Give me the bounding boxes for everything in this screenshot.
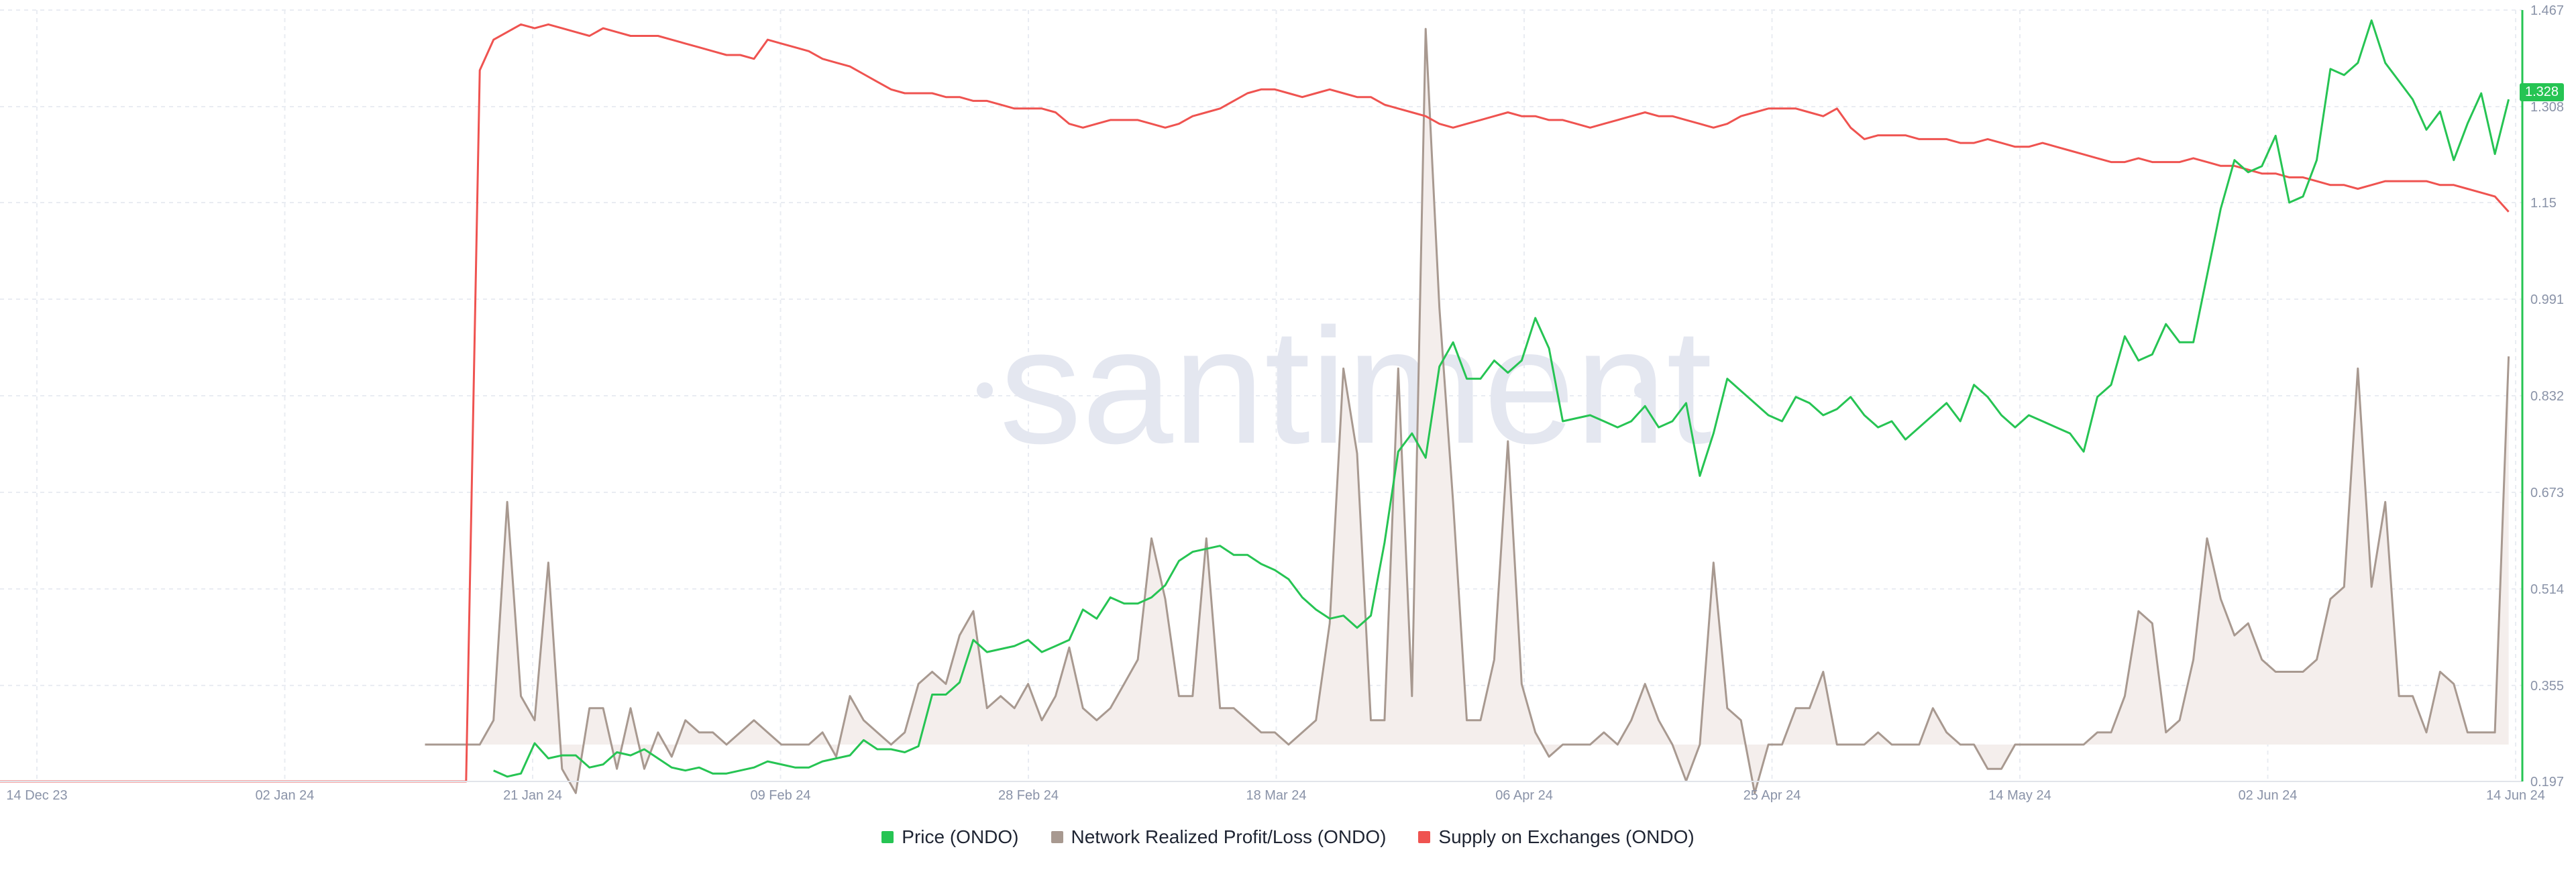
legend-item-nrpl[interactable]: Network Realized Profit/Loss (ONDO) [1051,826,1387,848]
y-tick-label: 0.197 [2530,775,2564,789]
legend-swatch-supply [1418,831,1431,843]
series-line-supply [0,23,2510,783]
series-area-nrpl [425,29,2509,794]
legend-swatch-nrpl [1051,831,1063,843]
watermark-dot-left [977,382,993,398]
x-tick-label: 28 Feb 24 [998,788,1059,803]
y-tick-label: 1.467 [2530,3,2564,18]
series-layer [0,19,2510,794]
y-tick-label: 0.355 [2530,679,2564,694]
y-tick-label: 0.673 [2530,486,2564,500]
y-tick-label: 0.514 [2530,582,2564,597]
x-tick-label: 09 Feb 24 [750,788,810,803]
y-axis-right: 1.467 1.308 1.15 0.991 0.832 0.673 0.514 0.355 0… [2521,3,2564,789]
y-tick-label: 1.15 [2530,196,2557,211]
x-tick-label: 06 Apr 24 [1495,788,1553,803]
x-tick-label: 02 Jun 24 [2239,788,2298,803]
legend: Price (ONDO) Network Realized Profit/Los… [0,826,2576,848]
x-tick-label: 18 Mar 24 [1246,788,1306,803]
series-line-nrpl [425,28,2510,794]
x-tick-label: 14 Jun 24 [2486,788,2545,803]
legend-item-supply[interactable]: Supply on Exchanges (ONDO) [1418,826,1695,848]
legend-label-supply: Supply on Exchanges (ONDO) [1438,826,1695,847]
legend-label-nrpl: Network Realized Profit/Loss (ONDO) [1071,826,1387,847]
y-tick-label: 0.991 [2530,292,2564,307]
x-tick-label: 25 Apr 24 [1743,788,1801,803]
x-tick-label: 14 May 24 [1988,788,2051,803]
x-tick-label: 02 Jan 24 [256,788,315,803]
legend-swatch-price [881,831,894,843]
legend-label-price: Price (ONDO) [902,826,1019,847]
y-tick-label: 0.832 [2530,389,2564,404]
price-badge: 1.328 [2520,83,2565,101]
watermark-dot-right [1634,382,1650,398]
x-tick-label: 14 Dec 23 [6,788,67,803]
legend-item-price[interactable]: Price (ONDO) [881,826,1019,848]
x-axis: 14 Dec 23 02 Jan 24 21 Jan 24 09 Feb 24 28 F… [0,781,2545,803]
x-tick-label: 21 Jan 24 [503,788,562,803]
series-line-price [493,19,2510,778]
y-tick-label: 1.308 [2530,100,2564,115]
